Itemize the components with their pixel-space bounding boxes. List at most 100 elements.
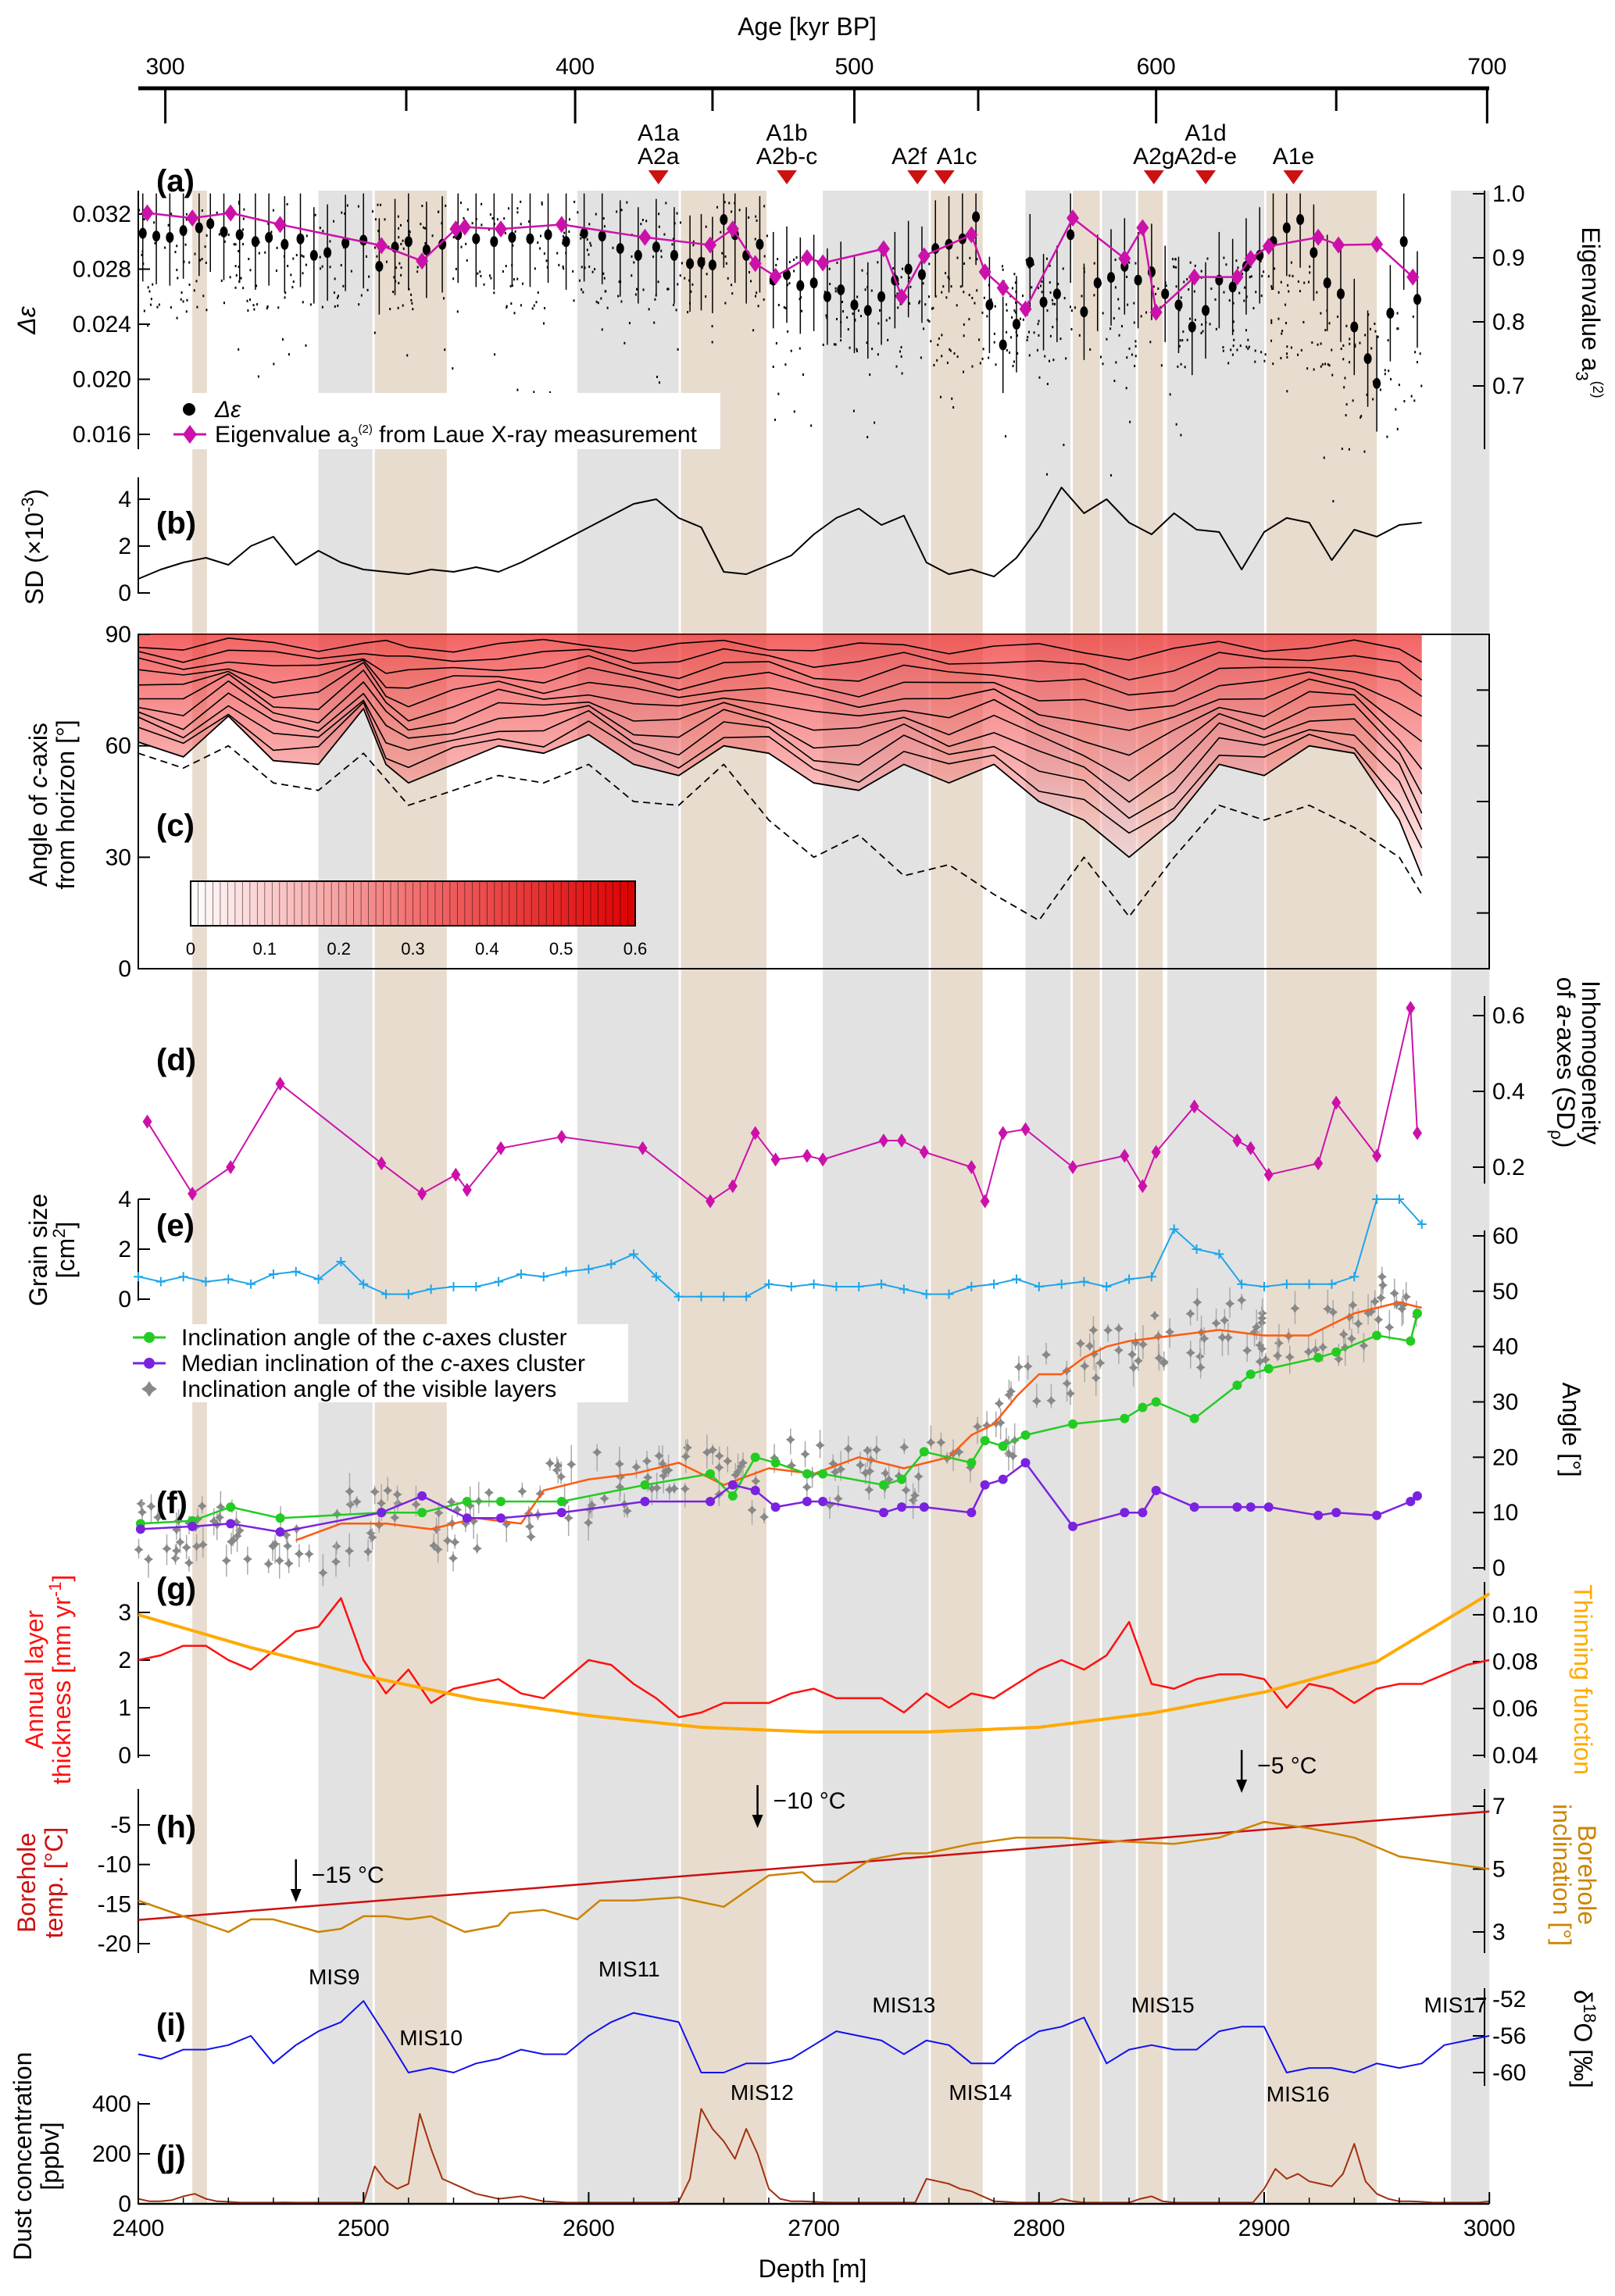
- delta-eps-raw-dot: [1247, 347, 1249, 350]
- delta-eps-raw-dot: [631, 255, 633, 258]
- delta-eps-raw-dot: [410, 293, 413, 296]
- glacial-band: [374, 191, 447, 2204]
- delta-eps-raw-dot: [672, 237, 674, 241]
- delta-eps-point: [823, 291, 831, 302]
- delta-eps-point: [1012, 319, 1020, 330]
- delta-eps-raw-dot: [255, 284, 258, 287]
- interglacial-band: [318, 191, 373, 2204]
- ylabel-f: Angle [°]: [1557, 1382, 1585, 1477]
- delta-eps-point: [422, 244, 431, 255]
- delta-eps-raw-dot: [360, 294, 363, 297]
- grain-size-point: [155, 1277, 166, 1287]
- delta-eps-point: [341, 237, 350, 249]
- delta-eps-raw-dot: [600, 297, 602, 300]
- delta-eps-raw-dot: [777, 303, 780, 306]
- cluster-inclination-point: [1189, 1413, 1199, 1423]
- delta-eps-raw-dot: [242, 217, 245, 220]
- delta-eps-raw-dot: [238, 348, 240, 351]
- visible-layer-point: [936, 1437, 946, 1448]
- delta-eps-raw-dot: [1012, 364, 1014, 367]
- delta-eps-raw-dot: [516, 211, 519, 214]
- visible-layer-point: [345, 1546, 355, 1556]
- delta-eps-raw-dot: [568, 230, 570, 234]
- delta-eps-raw-dot: [1062, 267, 1064, 270]
- delta-eps-point: [1080, 306, 1088, 318]
- delta-eps-point: [999, 339, 1007, 351]
- temperature-annotation: −5 °C: [1257, 1753, 1317, 1779]
- delta-eps-raw-dot: [257, 375, 259, 378]
- visible-layer-point: [370, 1487, 380, 1497]
- eigenvalue-point: [1262, 237, 1275, 255]
- delta-eps-raw-dot: [605, 290, 607, 293]
- delta-eps-raw-dot: [877, 261, 879, 264]
- median-inclination-point: [980, 1480, 990, 1490]
- delta-eps-raw-dot: [738, 209, 741, 212]
- angle-contour-line: [138, 692, 1423, 814]
- delta-eps-point: [265, 231, 273, 243]
- delta-eps-raw-dot: [1403, 400, 1406, 403]
- mis-label: MIS10: [399, 2026, 463, 2050]
- delta-eps-raw-dot: [1209, 323, 1211, 326]
- f-right-tick-label: 0: [1492, 1555, 1506, 1581]
- visible-layer-point: [450, 1537, 460, 1548]
- delta-eps-raw-dot: [242, 228, 245, 231]
- delta-eps-raw-dot: [291, 286, 294, 289]
- delta-eps-raw-dot: [141, 253, 143, 256]
- delta-eps-raw-dot: [1284, 303, 1287, 306]
- median-inclination-point: [1412, 1491, 1422, 1501]
- delta-eps-raw-dot: [658, 225, 660, 228]
- delta-eps-raw-dot: [1232, 320, 1234, 323]
- delta-eps-raw-dot: [1005, 434, 1007, 437]
- visible-layer-point: [556, 1472, 566, 1482]
- delta-eps-raw-dot: [373, 331, 376, 334]
- inhomogeneity-point: [1120, 1148, 1130, 1163]
- grain-size-point: [336, 1257, 346, 1266]
- delta-eps-raw-dot: [184, 243, 187, 246]
- visible-layer-point: [1159, 1359, 1169, 1369]
- delta-eps-raw-dot: [1038, 320, 1040, 323]
- delta-eps-raw-dot: [204, 245, 206, 248]
- delta-eps-raw-dot: [247, 309, 249, 312]
- delta-eps-raw-dot: [897, 282, 899, 285]
- delta-eps-raw-dot: [841, 300, 843, 303]
- delta-eps-raw-dot: [270, 230, 273, 234]
- delta-eps-raw-dot: [455, 267, 457, 270]
- inhomogeneity-point: [980, 1194, 990, 1209]
- delta-eps-raw-dot: [398, 227, 400, 230]
- delta-eps-raw-dot: [1214, 298, 1217, 301]
- delta-eps-raw-dot: [775, 263, 777, 266]
- angle-contour-line: [138, 699, 1423, 830]
- delta-eps-raw-dot: [201, 258, 203, 261]
- delta-eps-raw-dot: [1031, 286, 1033, 289]
- visible-layer-point: [465, 1501, 475, 1511]
- delta-eps-raw-dot: [1230, 348, 1232, 352]
- visible-layer-point: [1199, 1334, 1209, 1344]
- inhomogeneity-point: [966, 1160, 977, 1174]
- delta-eps-raw-dot: [588, 223, 591, 226]
- delta-eps-point: [863, 305, 872, 316]
- j-left-tick-label: 0: [118, 2191, 131, 2217]
- delta-eps-raw-dot: [684, 277, 686, 280]
- delta-eps-raw-dot: [1189, 317, 1192, 320]
- colorbar-tick-label: 0.2: [327, 939, 351, 959]
- visible-layer-point: [216, 1502, 226, 1512]
- delta-eps-point: [562, 236, 570, 248]
- delta-eps-raw-dot: [520, 304, 522, 307]
- panel-label-a: (a): [156, 164, 195, 198]
- colorbar-tick-label: 0.6: [623, 939, 648, 959]
- visible-layer-point: [836, 1464, 846, 1474]
- delta-eps-raw-dot: [1272, 362, 1274, 366]
- delta-eps-raw-dot: [302, 301, 304, 304]
- delta-eps-point: [544, 229, 552, 241]
- delta-eps-raw-dot: [1002, 268, 1004, 271]
- g-right-tick-label: 0.10: [1492, 1602, 1538, 1628]
- grain-size-point: [471, 1282, 481, 1291]
- median-inclination-point: [818, 1497, 828, 1506]
- e-left-tick-label: 0: [118, 1287, 131, 1312]
- delta-eps-raw-dot: [900, 345, 902, 348]
- delta-eps-raw-dot: [1331, 348, 1333, 352]
- delta-eps-raw-dot: [438, 210, 440, 213]
- delta-eps-raw-dot: [1125, 387, 1127, 390]
- delta-eps-raw-dot: [728, 202, 731, 205]
- delta-eps-raw-dot: [909, 285, 912, 288]
